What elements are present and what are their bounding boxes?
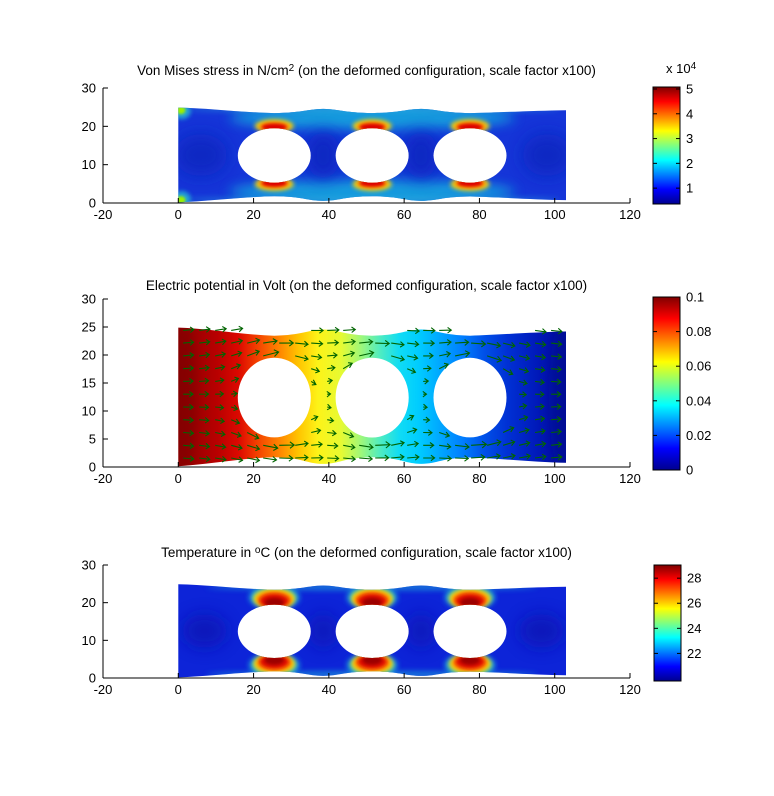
plot2-axes [102,298,631,468]
plot1-title: Von Mises stress in N/cm2 (on the deform… [137,62,596,79]
x-tick-label: 120 [619,471,641,486]
x-tick-label: 100 [544,682,566,697]
field-blob [522,134,567,177]
colorbar-tick-label: 3 [686,131,693,146]
y-tick-label: 5 [89,432,96,447]
field-blob [549,327,567,467]
field-blob [457,179,483,187]
x-tick-label: -20 [94,207,113,222]
field-blob [362,655,382,665]
plot1-plate-mesh [178,107,567,203]
colorbar-tick-label: 28 [687,571,701,586]
x-tick-label: 60 [397,682,411,697]
y-tick-label: 0 [89,460,96,475]
colorbar-tick-label: 26 [687,596,701,611]
x-tick-label: 0 [175,207,182,222]
y-tick-label: 20 [82,595,96,610]
field-blob [404,132,439,179]
colorbar1-scale-label: x 104 [666,60,697,77]
colorbar-tick-label: 4 [686,106,693,121]
x-tick-label: 120 [619,682,641,697]
colorbar-tick-label: 0 [686,463,693,478]
colorbar-tick-label: 22 [687,646,701,661]
y-tick-label: 30 [82,292,96,307]
plot3-title: Temperature in oC (on the deformed confi… [161,544,572,561]
y-tick-label: 20 [82,348,96,363]
y-tick-label: 10 [82,157,96,172]
colorbar-tick-label: 0.06 [686,359,711,374]
field-blob [406,613,437,648]
x-tick-label: 60 [397,471,411,486]
plot1-axes [102,87,631,204]
y-tick-label: 10 [82,633,96,648]
plot1-colorbar: 1 2 3 4 5 [652,81,693,205]
field-blob [206,584,538,591]
x-tick-label: 120 [619,207,641,222]
x-tick-label: 100 [544,471,566,486]
plot2-plate-mesh [178,327,567,467]
x-tick-label: 40 [322,471,336,486]
plot3-axes [102,564,631,679]
x-tick-label: 60 [397,207,411,222]
y-tick-label: 30 [82,81,96,96]
colorbar-tick-label: 0.02 [686,428,711,443]
quiver-field [183,325,563,464]
y-tick-label: 0 [89,671,96,686]
colorbar-tick-label: 24 [687,621,701,636]
field-blob [457,123,483,131]
y-tick-label: 15 [82,376,96,391]
field-blob [264,597,285,607]
field-blob [359,179,385,187]
x-tick-label: 0 [175,682,182,697]
field-blob [460,597,480,607]
field-blob [460,655,480,665]
field-blob [178,107,186,115]
plot3-colorbar: 22 24 26 28 [653,564,701,682]
x-tick-label: -20 [94,682,113,697]
x-tick-label: -20 [94,471,113,486]
x-tick-label: 40 [322,682,336,697]
x-tick-label: 80 [472,207,486,222]
plot2-colorbar: 0 0.02 0.04 0.06 0.08 0.1 [652,290,711,478]
y-tick-label: 20 [82,119,96,134]
field-blob [264,655,285,665]
x-tick-label: 80 [472,682,486,697]
y-tick-label: 25 [82,320,96,335]
field-blob [178,134,228,177]
field-blob [183,196,561,203]
field-blob [261,123,287,131]
field-blob [183,107,561,113]
colorbar-tick-label: 0.04 [686,393,711,408]
x-tick-label: 20 [246,207,260,222]
y-tick-label: 0 [89,196,96,211]
colorbar-tick-label: 0.1 [686,290,704,305]
field-blob [306,132,341,179]
x-tick-label: 0 [175,471,182,486]
y-tick-label: 10 [82,404,96,419]
field-blob [518,613,565,648]
field-blob [359,123,385,131]
x-tick-label: 80 [472,471,486,486]
colorbar-tick-label: 5 [686,81,693,96]
x-tick-label: 100 [544,207,566,222]
colorbar-tick-label: 0.08 [686,324,711,339]
field-blob [362,597,382,607]
field-blob [308,613,339,648]
field-blob [261,179,287,187]
plot3-plate-mesh [178,584,567,678]
colorbar-tick-label: 1 [686,181,693,196]
field-blob [178,327,198,467]
y-tick-label: 30 [82,558,96,573]
x-tick-label: 20 [246,682,260,697]
colorbar-tick-label: 2 [686,156,693,171]
x-tick-label: 40 [322,207,336,222]
plot2-title: Electric potential in Volt (on the defor… [145,278,588,293]
x-tick-label: 20 [246,471,260,486]
field-blob [182,613,228,648]
